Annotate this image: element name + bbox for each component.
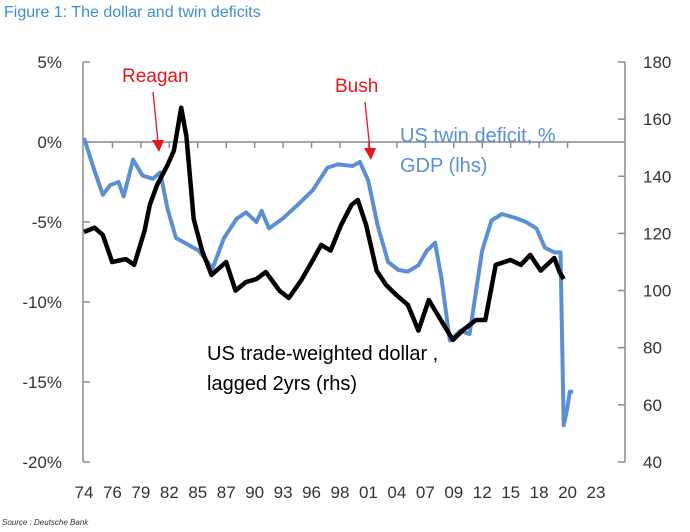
annotation-arrow (152, 91, 159, 143)
arrow-head-icon (364, 148, 376, 160)
x-tick-label: 90 (245, 483, 264, 502)
x-tick-label: 09 (444, 483, 463, 502)
right-tick-label: 80 (643, 339, 662, 358)
annotation-arrow (364, 101, 371, 151)
left-tick-label: -15% (22, 373, 62, 392)
right-tick-label: 120 (643, 224, 671, 243)
dollar-label: lagged 2yrs (rhs) (207, 373, 357, 395)
annotation-reagan: Reagan (122, 66, 189, 87)
x-tick-label: 93 (274, 483, 293, 502)
arrow-head-icon (152, 140, 164, 152)
left-tick-label: 5% (37, 53, 62, 72)
twin-deficit-line (82, 137, 574, 428)
right-tick-label: 180 (643, 53, 671, 72)
right-tick-label: 60 (643, 396, 662, 415)
left-tick-label: -5% (32, 213, 62, 232)
x-tick-label: 79 (131, 483, 150, 502)
dollar-label: US trade-weighted dollar , (207, 343, 438, 365)
twin-deficit-label: US twin deficit, % (400, 125, 556, 147)
x-tick-label: 96 (302, 483, 321, 502)
chart-title: Figure 1: The dollar and twin deficits (4, 4, 261, 21)
dollar-line (83, 105, 566, 343)
x-tick-label: 87 (217, 483, 236, 502)
right-tick-label: 100 (643, 282, 671, 301)
source-note: Source : Deutsche Bank (2, 518, 89, 527)
x-tick-label: 20 (558, 483, 577, 502)
left-tick-label: 0% (37, 133, 62, 152)
x-tick-label: 15 (501, 483, 520, 502)
x-tick-label: 12 (473, 483, 492, 502)
left-tick-label: -10% (22, 293, 62, 312)
left-tick-label: -20% (22, 453, 62, 472)
x-tick-label: 98 (331, 483, 350, 502)
x-tick-label: 74 (75, 483, 94, 502)
twin-deficit-label: GDP (lhs) (400, 155, 487, 177)
x-tick-label: 85 (188, 483, 207, 502)
x-tick-label: 01 (359, 483, 378, 502)
x-tick-label: 23 (587, 483, 606, 502)
right-tick-label: 160 (643, 110, 671, 129)
x-tick-label: 04 (387, 483, 406, 502)
x-tick-label: 07 (416, 483, 435, 502)
x-tick-label: 76 (103, 483, 122, 502)
annotation-bush: Bush (335, 76, 378, 97)
x-tick-label: 82 (160, 483, 179, 502)
right-tick-label: 140 (643, 167, 671, 186)
x-tick-label: 18 (530, 483, 549, 502)
right-tick-label: 40 (643, 453, 662, 472)
